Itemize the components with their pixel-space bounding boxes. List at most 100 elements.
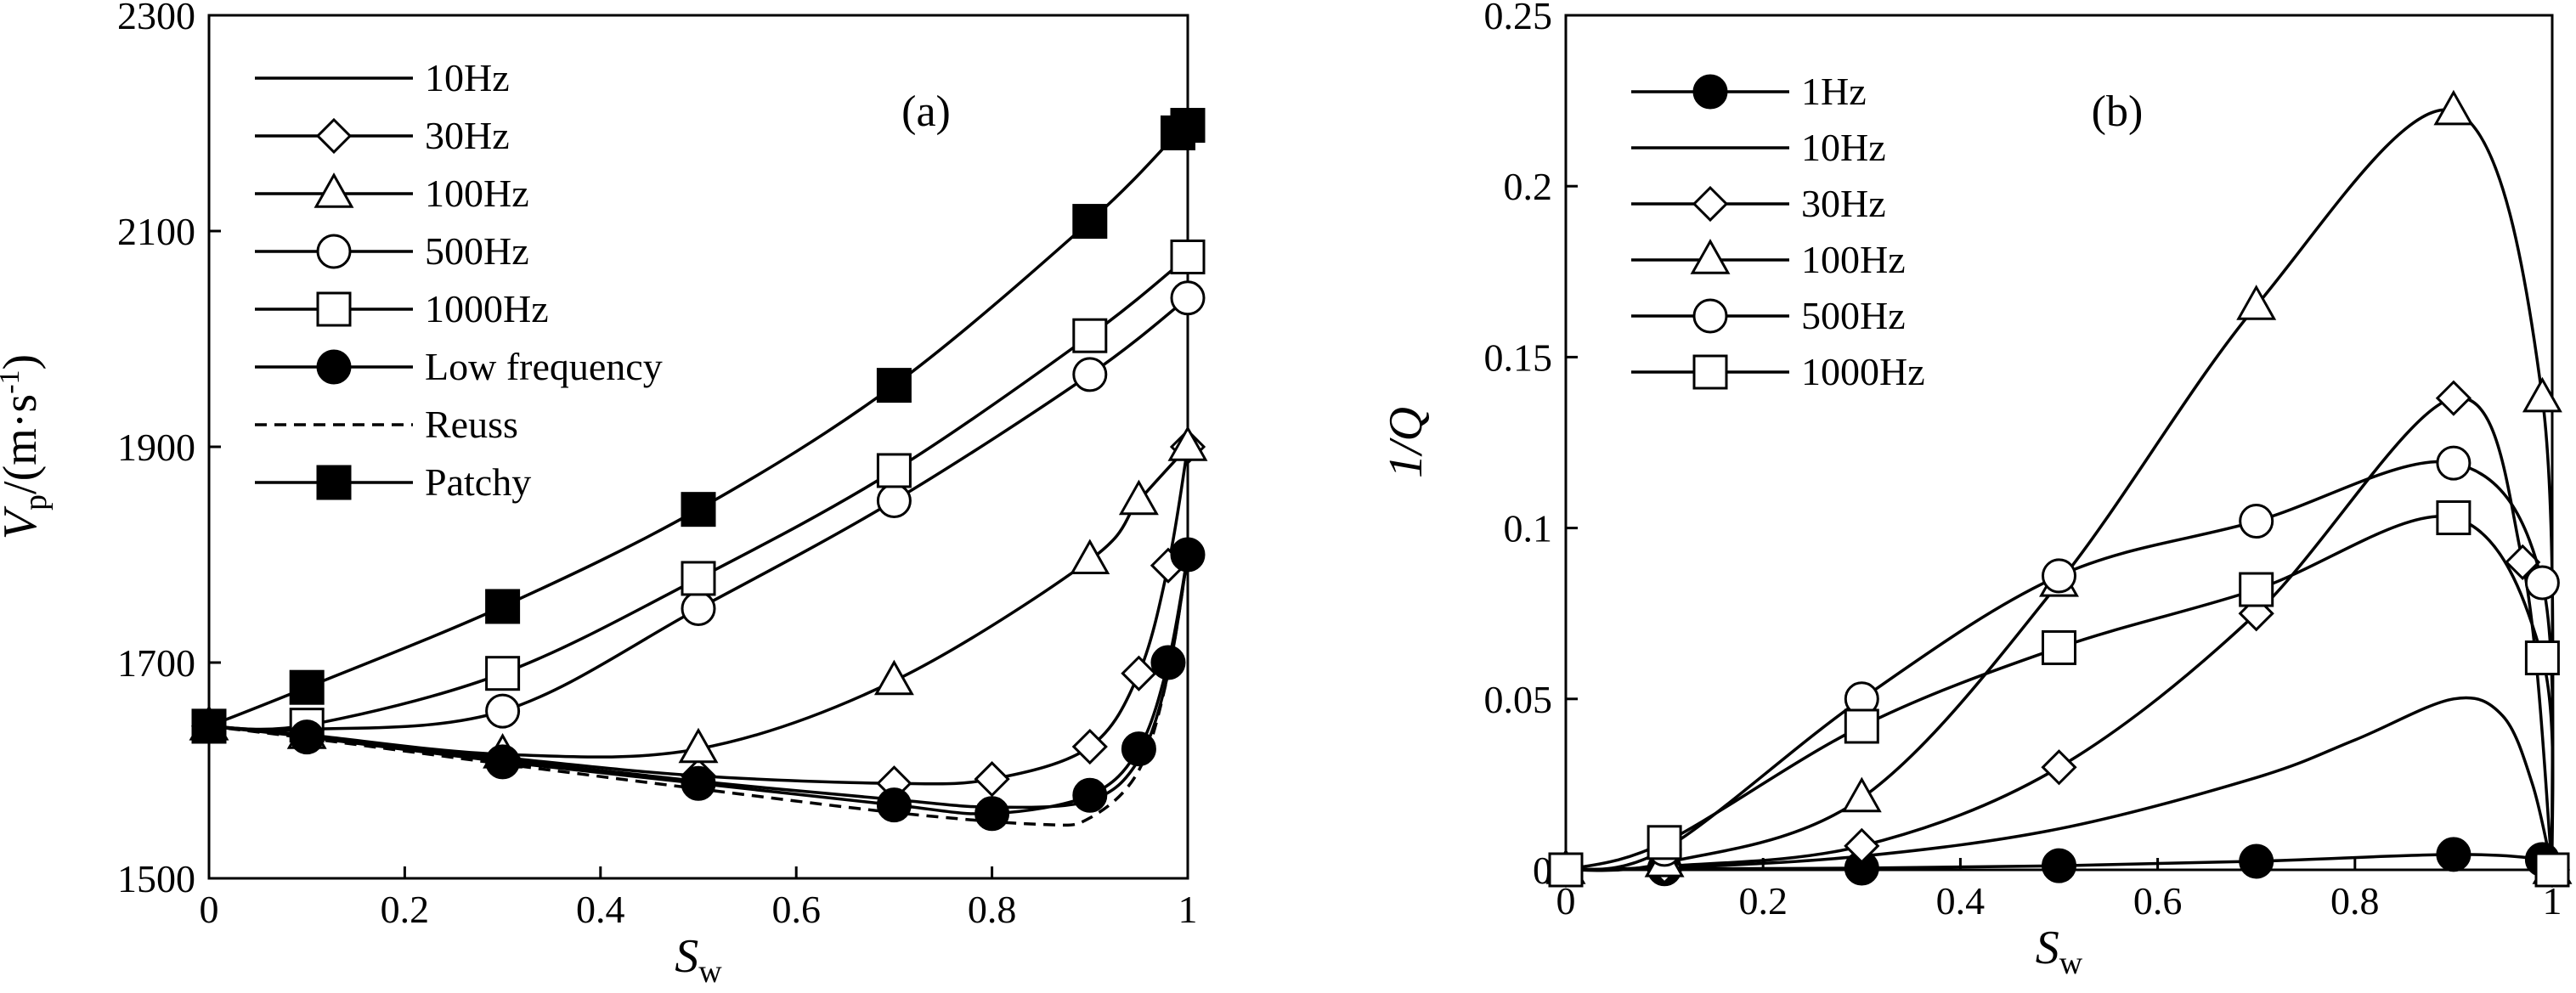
legend-label: 30Hz <box>425 114 510 157</box>
y-tick-label: 0 <box>1533 849 1552 892</box>
data-point <box>873 659 914 696</box>
series-patchy <box>191 108 1206 744</box>
legend-entry: 30Hz <box>1631 182 1886 225</box>
data-point <box>876 483 912 518</box>
legend-marker <box>316 234 352 269</box>
data-point <box>681 591 716 626</box>
x-tick-label: 0 <box>200 888 219 931</box>
series-reuss <box>208 554 1189 827</box>
data-point <box>2239 843 2274 879</box>
legend-entry: Patchy <box>255 460 531 504</box>
data-point <box>1121 731 1156 767</box>
data-point <box>681 561 716 596</box>
legend-marker <box>1692 354 1728 390</box>
data-point <box>974 761 1010 798</box>
y-axis-title-main: V <box>0 505 47 539</box>
y-tick-label: 0.2 <box>1504 165 1553 208</box>
y-tick-label: 0.15 <box>1484 336 1553 379</box>
series-1hz <box>1548 837 2570 888</box>
data-point <box>681 765 716 801</box>
y-tick-label: 1500 <box>117 857 195 900</box>
x-tick-label: 0.6 <box>771 888 821 931</box>
data-point <box>1150 645 1186 680</box>
x-axis-title-main: S <box>2036 922 2059 974</box>
legend-label: 100Hz <box>425 172 529 215</box>
x-tick-label: 0.8 <box>968 888 1017 931</box>
legend-label: 100Hz <box>1801 238 1906 281</box>
x-tick-label: 1 <box>2543 879 2562 922</box>
legend-entry: 1000Hz <box>255 287 549 330</box>
x-axis-title: Sw <box>675 930 722 990</box>
data-point <box>876 787 912 823</box>
data-point <box>1170 280 1206 316</box>
legend-label: 10Hz <box>1801 126 1886 169</box>
series-line <box>1565 853 2555 872</box>
data-point <box>2042 558 2076 594</box>
y-tick-label: 1700 <box>117 641 195 685</box>
legend-marker <box>1690 239 1731 274</box>
legend-marker <box>1692 298 1728 334</box>
series-line <box>208 554 1189 827</box>
legend-entry: 500Hz <box>255 229 529 273</box>
data-point <box>1844 708 1879 744</box>
data-point <box>2236 285 2277 320</box>
y-axis-title-sub: p <box>18 494 54 511</box>
plot-frame <box>1564 14 2554 872</box>
data-point <box>974 796 1010 832</box>
legend-marker <box>316 465 352 500</box>
data-point <box>1072 777 1108 813</box>
y-tick-label: 2300 <box>117 0 195 37</box>
data-point <box>1548 852 1584 888</box>
series-line <box>208 121 1190 728</box>
legend-marker <box>314 172 354 208</box>
legend-marker <box>1692 74 1728 110</box>
data-point <box>2041 749 2077 786</box>
y-tick-label: 0.05 <box>1484 678 1553 721</box>
legend-label: Low frequency <box>425 345 663 388</box>
data-point <box>2239 572 2274 607</box>
legend-entry: 100Hz <box>255 172 529 215</box>
data-point <box>1071 728 1108 765</box>
series-1000hz <box>1548 500 2570 888</box>
data-point <box>2524 640 2560 676</box>
y-axis-title-unit: /(m·s <box>0 394 47 494</box>
x-axis-title-sub: w <box>2059 945 2083 981</box>
legend-entry: 100Hz <box>1631 238 1906 281</box>
data-point <box>1170 108 1206 144</box>
data-point <box>2433 89 2474 126</box>
legend-entry: Reuss <box>255 403 518 446</box>
x-tick-label: 1 <box>1178 888 1198 931</box>
data-point <box>1841 776 1882 813</box>
data-point <box>1072 204 1108 240</box>
y-tick-label: 0.25 <box>1484 0 1553 37</box>
legend-label: Patchy <box>425 460 531 504</box>
data-point <box>1072 357 1108 392</box>
legend-entry: 500Hz <box>1631 294 1906 337</box>
x-tick-label: 0.6 <box>2133 879 2183 922</box>
y-axis-title-sup: -1 <box>0 370 25 393</box>
y-tick-label: 2100 <box>117 210 195 253</box>
series-10hz <box>1565 696 2554 872</box>
data-point <box>1167 426 1208 461</box>
data-point <box>485 693 521 729</box>
legend-entry: Low frequency <box>255 345 663 388</box>
x-tick-label: 0.2 <box>1738 879 1788 922</box>
data-point <box>1844 827 1880 864</box>
data-point <box>2436 837 2471 872</box>
legend-marker <box>315 117 353 155</box>
legend-label: 500Hz <box>425 229 529 273</box>
y-axis-title: 1/Q <box>1380 407 1432 478</box>
x-axis-title-main: S <box>675 930 698 983</box>
data-point <box>876 453 912 488</box>
chart-panel-a: 0 0.2 0.4 0.6 0.8 1 1500 1700 1900 2100 2300 Sw Vp/(… <box>0 0 1208 990</box>
data-point <box>681 492 716 528</box>
data-point <box>2435 380 2472 416</box>
data-point <box>191 708 227 744</box>
data-point <box>876 368 912 403</box>
legend-label: 1000Hz <box>425 287 549 330</box>
legend-entry: 10Hz <box>255 56 510 99</box>
series-line <box>208 445 1189 759</box>
series-line <box>1565 696 2554 872</box>
data-point <box>2436 445 2471 481</box>
